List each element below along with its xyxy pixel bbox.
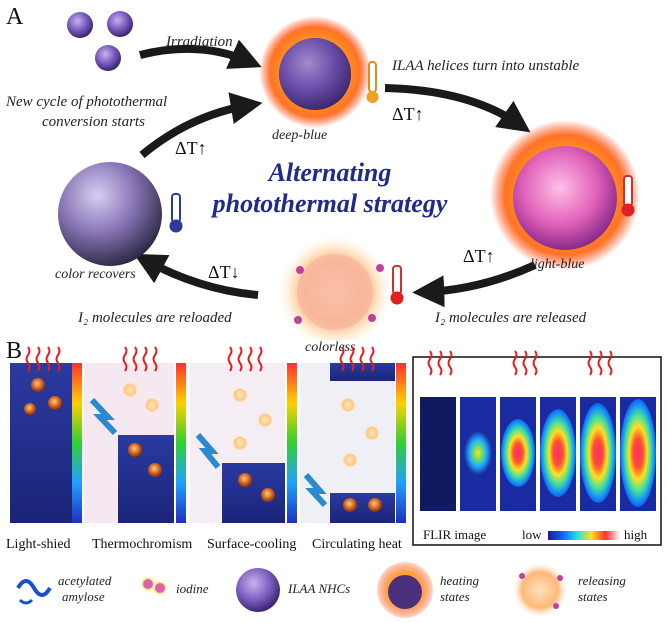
light-shield-panel (10, 363, 82, 523)
legend-heating-1: heating (440, 573, 479, 588)
colorless-releasing-particle (279, 236, 391, 340)
irradiation-waves (25, 346, 375, 372)
title-line-1: Alternating (268, 158, 392, 187)
legend-graphics (16, 562, 566, 618)
caption-circulating-heat: Circulating heat (312, 537, 402, 552)
thermochromism-panel (84, 363, 186, 523)
legend-releasing-1: releasing (578, 573, 626, 588)
heating-states-icon (377, 562, 433, 618)
delta-t-down: ΔT↓ (208, 262, 240, 282)
acetylated-amylose-icon (16, 579, 52, 605)
thermometer-icon (366, 61, 379, 103)
flir-label: FLIR image (423, 527, 487, 542)
light-blue-heating-particle (490, 120, 640, 270)
label-released: I₂ molecules are released (435, 310, 587, 326)
arrow-new-cycle (139, 92, 263, 159)
thermometer-icon (390, 265, 404, 305)
arrow-unstable (384, 84, 531, 133)
legend-acetylated-1: acetylated (58, 573, 112, 588)
flir-low-label: low (522, 527, 542, 542)
title-line-2: photothermal strategy (212, 189, 448, 218)
small-nanoparticles (67, 11, 133, 71)
label-new-cycle-2: conversion starts (42, 114, 145, 130)
label-light-blue: light-blue (530, 257, 585, 272)
legend-nhcs: ILAA NHCs (288, 581, 351, 596)
releasing-states-icon (514, 564, 566, 616)
panel-a-letter: A (6, 4, 24, 30)
flir-high-label: high (624, 527, 648, 542)
legend-heating-2: states (440, 589, 470, 604)
label-irradiation: Irradiation (166, 34, 233, 50)
delta-t-up-1: ΔT↑ (392, 104, 424, 124)
label-reloaded: I₂ molecules are reloaded (78, 310, 232, 326)
label-unstable: ILAA helices turn into unstable (392, 58, 580, 74)
delta-t-up-3: ΔT↑ (463, 246, 495, 266)
panel-b-graphics (10, 346, 662, 546)
label-new-cycle-1: New cycle of photothermal (6, 94, 168, 110)
legend-releasing-2: states (578, 589, 608, 604)
label-color-recovers: color recovers (55, 267, 136, 282)
flir-image-box (412, 356, 662, 546)
circulating-heat-panel (300, 363, 406, 523)
nhcs-icon (236, 568, 280, 612)
legend-acetylated-2: amylose (62, 589, 105, 604)
deep-blue-heating-particle (259, 16, 371, 128)
surface-cooling-panel (190, 363, 297, 523)
caption-thermochromism: Thermochromism (92, 537, 193, 552)
thermometer-icon (169, 193, 183, 233)
legend-iodine: iodine (176, 581, 209, 596)
caption-surface-cooling: Surface-cooling (207, 537, 297, 552)
label-deep-blue: deep-blue (272, 128, 328, 143)
arrow-release (412, 261, 537, 308)
delta-t-up-2: ΔT↑ (175, 138, 207, 158)
panel-b-letter: B (6, 338, 23, 364)
arrow-irradiation (139, 39, 262, 69)
thermometer-icon (621, 175, 635, 217)
color-recovers-particle (58, 162, 162, 266)
panel-a-graphics (58, 11, 640, 340)
iodine-icon (141, 577, 167, 595)
arrow-reload (133, 253, 259, 299)
flir-irradiation-waves (427, 350, 613, 376)
caption-light-shied: Light-shied (6, 537, 71, 552)
